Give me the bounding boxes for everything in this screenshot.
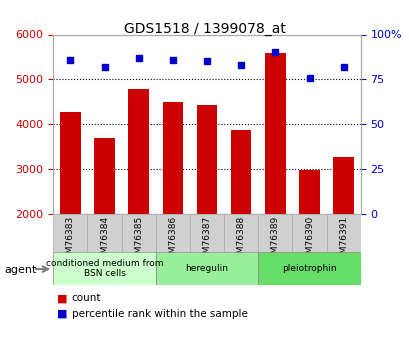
- Text: GSM76385: GSM76385: [134, 216, 143, 265]
- Bar: [333, 157, 353, 214]
- Text: pleiotrophin: pleiotrophin: [281, 264, 336, 273]
- Text: ■: ■: [57, 309, 68, 319]
- Text: GDS1518 / 1399078_at: GDS1518 / 1399078_at: [124, 22, 285, 37]
- Text: count: count: [72, 294, 101, 303]
- Bar: [162, 102, 183, 214]
- Text: GSM76391: GSM76391: [338, 216, 347, 265]
- Bar: [60, 112, 81, 214]
- FancyBboxPatch shape: [224, 214, 258, 252]
- Text: GSM76386: GSM76386: [168, 216, 177, 265]
- FancyBboxPatch shape: [87, 214, 121, 252]
- Text: conditioned medium from
BSN cells: conditioned medium from BSN cells: [46, 258, 163, 278]
- FancyBboxPatch shape: [258, 252, 360, 285]
- FancyBboxPatch shape: [53, 214, 87, 252]
- FancyBboxPatch shape: [121, 214, 155, 252]
- FancyBboxPatch shape: [189, 214, 224, 252]
- FancyBboxPatch shape: [258, 214, 292, 252]
- Bar: [230, 130, 251, 214]
- Text: GSM76383: GSM76383: [66, 216, 75, 265]
- Bar: [265, 53, 285, 214]
- FancyBboxPatch shape: [155, 252, 258, 285]
- Text: GSM76390: GSM76390: [304, 216, 313, 265]
- Text: ■: ■: [57, 294, 68, 303]
- FancyBboxPatch shape: [292, 214, 326, 252]
- Text: GSM76384: GSM76384: [100, 216, 109, 265]
- Bar: [128, 89, 148, 214]
- FancyBboxPatch shape: [326, 214, 360, 252]
- Bar: [299, 170, 319, 214]
- Text: GSM76387: GSM76387: [202, 216, 211, 265]
- Text: percentile rank within the sample: percentile rank within the sample: [72, 309, 247, 319]
- Text: heregulin: heregulin: [185, 264, 228, 273]
- Bar: [196, 105, 217, 214]
- Text: agent: agent: [4, 265, 36, 275]
- Text: GSM76389: GSM76389: [270, 216, 279, 265]
- FancyBboxPatch shape: [53, 252, 155, 285]
- Text: GSM76388: GSM76388: [236, 216, 245, 265]
- Bar: [94, 138, 115, 214]
- FancyBboxPatch shape: [155, 214, 189, 252]
